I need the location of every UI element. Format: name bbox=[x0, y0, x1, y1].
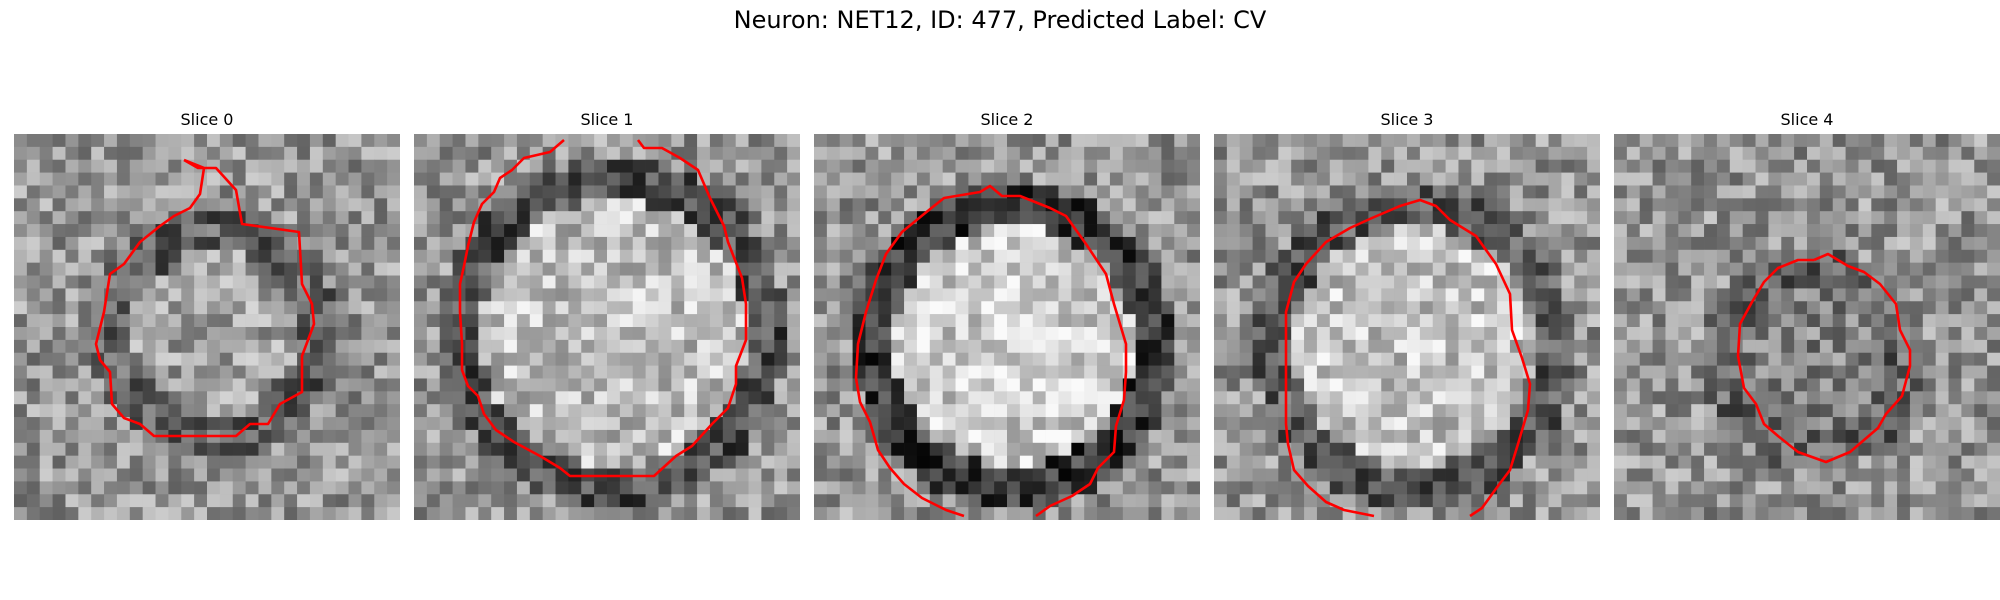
pixel-grid bbox=[814, 134, 1200, 520]
slice-image-1 bbox=[414, 134, 800, 520]
figure-title: Neuron: NET12, ID: 477, Predicted Label:… bbox=[733, 6, 1267, 34]
slice-title: Slice 2 bbox=[980, 110, 1034, 129]
contour-line bbox=[94, 158, 316, 438]
contour-line bbox=[854, 184, 1128, 518]
slice-title: Slice 4 bbox=[1780, 110, 1834, 129]
pixel-grid bbox=[414, 134, 800, 520]
slice-title: Slice 0 bbox=[180, 110, 234, 129]
slice-panel-4: Slice 4 bbox=[1614, 108, 2000, 520]
slice-image-3 bbox=[1214, 134, 1600, 520]
contour-line bbox=[1284, 198, 1532, 518]
slice-image-4 bbox=[1614, 134, 2000, 520]
slice-title: Slice 3 bbox=[1380, 110, 1434, 129]
contour-line bbox=[458, 139, 748, 478]
slice-panel-0: Slice 0 bbox=[14, 108, 400, 520]
pixel-grid bbox=[1614, 134, 2000, 520]
slice-panel-2: Slice 2 bbox=[814, 108, 1200, 520]
slice-panel-3: Slice 3 bbox=[1214, 108, 1600, 520]
slice-title: Slice 1 bbox=[580, 110, 634, 129]
slice-image-0 bbox=[14, 134, 400, 520]
contour-line bbox=[1736, 252, 1912, 464]
slice-image-2 bbox=[814, 134, 1200, 520]
pixel-grid bbox=[14, 134, 400, 520]
slice-panel-1: Slice 1 bbox=[414, 108, 800, 520]
pixel-grid bbox=[1214, 134, 1600, 520]
